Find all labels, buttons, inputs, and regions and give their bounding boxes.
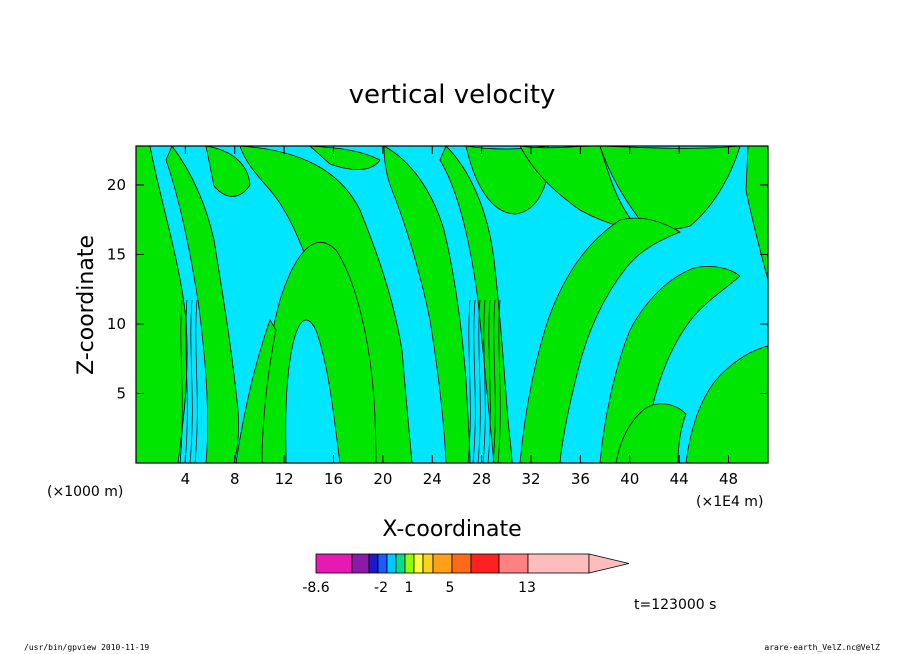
- y-tick-label: 15: [107, 245, 126, 263]
- x-tick-label: 44: [670, 470, 689, 488]
- colorbar-label: 1: [405, 580, 414, 596]
- colorbar-swatch: [315, 553, 353, 574]
- x-tick-label: 32: [521, 470, 540, 488]
- contour-band: [165, 146, 239, 463]
- contour-line: [492, 299, 496, 463]
- colorbar-swatch: [527, 553, 590, 574]
- colorbar-label: 13: [518, 580, 536, 596]
- contour-line: [472, 299, 476, 463]
- contour-band: [465, 146, 550, 215]
- colorbar-label: -2: [374, 580, 388, 596]
- x-tick-label: 28: [472, 470, 491, 488]
- y-axis: 5 10 15 20: [107, 176, 768, 402]
- contour-band: [439, 146, 513, 463]
- x-tick-label: 12: [275, 470, 294, 488]
- x-unit-left: (×1000 m): [47, 484, 123, 500]
- colorbar-label: -8.6: [302, 580, 329, 596]
- contour-line: [194, 299, 198, 463]
- contour-line: [179, 299, 183, 463]
- contour-band: [309, 146, 381, 170]
- contour-line: [497, 299, 501, 463]
- plot-frame: [135, 145, 769, 464]
- contour-band: [599, 146, 741, 230]
- colorbar-label: 5: [446, 580, 455, 596]
- y-tick-label: 20: [107, 176, 126, 194]
- contour-field: [136, 146, 768, 463]
- contour-line: [482, 299, 486, 463]
- x-tick-label: 8: [230, 470, 240, 488]
- y-tick-label: 5: [116, 384, 126, 402]
- colorbar-swatch: [470, 553, 500, 574]
- x-axis-label: X-coordinate: [382, 517, 521, 542]
- colorbar-swatch: [413, 553, 424, 574]
- colorbar-swatch: [404, 553, 415, 574]
- y-tick-label: 10: [107, 315, 126, 333]
- time-label: t=123000 s: [634, 597, 716, 613]
- colorbar-swatch: [368, 553, 379, 574]
- chart-title: vertical velocity: [349, 80, 556, 110]
- colorbar-swatch: [386, 553, 397, 574]
- contour-line: [189, 299, 193, 463]
- contour-band: [685, 345, 768, 463]
- footer-right: arare-earth_VelZ.nc@VelZ: [764, 643, 880, 652]
- colorbar-swatch: [451, 553, 472, 574]
- contour-line: [487, 299, 491, 463]
- x-tick-label: 4: [181, 470, 191, 488]
- contour-band: [599, 266, 741, 463]
- contour-band: [519, 217, 681, 463]
- y-axis-label: Z-coordinate: [74, 235, 99, 375]
- colorbar-swatch: [377, 553, 388, 574]
- colorbar-swatch: [351, 553, 370, 574]
- colorbar: [315, 553, 630, 574]
- velocity-bands: [136, 146, 768, 463]
- x-tick-label: 36: [571, 470, 590, 488]
- x-tick-label: 16: [324, 470, 343, 488]
- colorbar-arrow: [588, 553, 630, 574]
- x-axis: 4 8 12 16 20 24 28 32 36 40 44 48: [181, 146, 738, 488]
- contour-band: [615, 403, 687, 463]
- footer-left: /usr/bin/gpview 2010-11-19: [24, 643, 150, 652]
- contour-band: [383, 146, 471, 463]
- x-tick-label: 20: [373, 470, 392, 488]
- contour-band: [205, 146, 251, 197]
- colorbar-swatch: [432, 553, 453, 574]
- colorbar-swatch: [422, 553, 434, 574]
- colorbar-swatch: [498, 553, 529, 574]
- x-unit-right: (×1E4 m): [696, 494, 763, 510]
- contour-line: [467, 299, 471, 463]
- x-tick-label: 24: [423, 470, 442, 488]
- colorbar-swatch: [395, 553, 406, 574]
- x-tick-label: 48: [719, 470, 738, 488]
- contour-line: [184, 299, 188, 463]
- x-tick-label: 40: [620, 470, 639, 488]
- contour-line: [477, 299, 481, 463]
- colorbar-labels: -8.6 -2 1 5 13: [302, 580, 536, 596]
- contour-band: [235, 319, 277, 463]
- contour-band: [257, 241, 377, 463]
